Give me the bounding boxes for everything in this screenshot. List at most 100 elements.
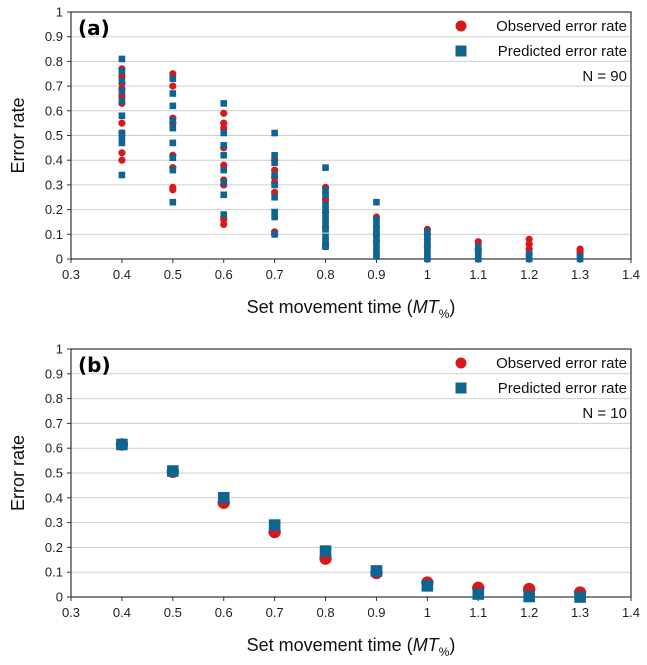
x-tick-label: 1.3 xyxy=(571,605,589,620)
panel-label: (a) xyxy=(78,16,110,40)
x-tick-label: 0.7 xyxy=(266,267,284,282)
legend-marker-square xyxy=(455,382,467,394)
legend-marker-square xyxy=(455,45,467,57)
predicted-point xyxy=(424,255,431,263)
x-tick-label: 0.7 xyxy=(266,605,284,620)
predicted-point xyxy=(373,235,380,243)
predicted-point xyxy=(118,112,126,120)
predicted-point xyxy=(319,545,332,557)
legend-label: Observed error rate xyxy=(496,355,627,372)
y-axis-label: Error rate xyxy=(8,97,28,173)
predicted-point xyxy=(167,465,179,477)
predicted-point xyxy=(322,221,329,228)
y-tick-label: 0.2 xyxy=(45,540,63,555)
predicted-point xyxy=(322,186,329,194)
predicted-point xyxy=(118,67,126,75)
observed-point xyxy=(118,156,126,164)
x-tick-label: 0.4 xyxy=(113,605,131,620)
predicted-point xyxy=(169,90,177,97)
predicted-point xyxy=(169,117,177,124)
predicted-point xyxy=(220,191,228,199)
observed-point xyxy=(220,109,228,117)
predicted-point xyxy=(169,124,177,132)
predicted-point xyxy=(220,100,228,107)
legend-label: Observed error rate xyxy=(496,18,627,35)
legend: Observed error rate Predicted error rate N… xyxy=(455,355,627,422)
panel-label: (b) xyxy=(78,353,111,377)
x-tick-label: 1.2 xyxy=(520,267,538,282)
series-observed xyxy=(115,438,587,599)
predicted-point xyxy=(373,240,380,248)
series-predicted xyxy=(116,438,586,603)
y-tick-label: 0.4 xyxy=(45,490,63,505)
y-tick-label: 1 xyxy=(56,5,63,20)
predicted-point xyxy=(421,580,434,592)
x-tick-label: 0.3 xyxy=(62,605,80,620)
predicted-point xyxy=(424,238,431,246)
observed-point xyxy=(118,149,126,157)
predicted-point xyxy=(271,213,278,221)
x-tick-label: 0.4 xyxy=(113,267,131,282)
plot-frame xyxy=(70,11,632,260)
predicted-point xyxy=(474,248,482,255)
x-axis-label-symbol: MT xyxy=(413,297,441,317)
predicted-point xyxy=(169,166,177,174)
sample-size-annotation: N = 10 xyxy=(582,405,627,422)
x-axis-label: Set movement time (MT%) xyxy=(247,635,456,659)
x-axis-label-symbol: MT xyxy=(413,635,441,655)
x-tick-label: 1.4 xyxy=(622,605,640,620)
predicted-point xyxy=(118,134,126,142)
predicted-point xyxy=(322,164,329,171)
y-tick-label: 0.1 xyxy=(45,565,63,580)
predicted-point xyxy=(220,151,228,159)
predicted-point xyxy=(268,519,281,531)
legend-label: Predicted error rate xyxy=(498,43,627,60)
y-axis-label: Error rate xyxy=(8,435,28,511)
predicted-point xyxy=(116,438,128,451)
x-tick-label: 0.6 xyxy=(215,605,233,620)
y-tick-label: 0.8 xyxy=(45,391,63,406)
y-tick-label: 0.2 xyxy=(45,202,63,217)
predicted-point xyxy=(373,198,380,206)
predicted-point xyxy=(424,233,431,241)
predicted-point xyxy=(217,492,230,504)
x-tick-label: 0.6 xyxy=(215,267,233,282)
predicted-point xyxy=(322,233,329,241)
legend-label: Predicted error rate xyxy=(498,380,627,397)
series-observed xyxy=(118,65,584,258)
predicted-point xyxy=(373,226,380,233)
predicted-point xyxy=(373,216,380,223)
predicted-point xyxy=(271,231,278,238)
x-tick-label: 1 xyxy=(424,605,431,620)
observed-point xyxy=(169,186,177,194)
x-axis-label-suffix: ) xyxy=(449,635,455,655)
predicted-point xyxy=(118,77,126,85)
predicted-point xyxy=(373,253,380,260)
y-tick-label: 0.6 xyxy=(45,103,63,118)
predicted-point xyxy=(118,139,126,147)
predicted-point xyxy=(271,129,278,137)
predicted-point xyxy=(322,238,329,246)
series-predicted xyxy=(118,55,584,263)
predicted-point xyxy=(373,231,380,238)
chart-panel-b: 0 0.1 0.2 0.3 0.4 0.5 0.6 0.7 0.8 0.9 1 0.3 0.4 0.5 0.… xyxy=(8,342,640,660)
predicted-point xyxy=(322,226,329,233)
y-tick-label: 0.5 xyxy=(45,128,63,143)
predicted-point xyxy=(118,55,126,63)
x-axis-label: Set movement time (MT%) xyxy=(247,297,456,321)
predicted-point xyxy=(220,129,228,137)
x-tick-label: 0.8 xyxy=(317,605,335,620)
predicted-point xyxy=(322,211,329,218)
x-tick-label: 0.3 xyxy=(62,267,80,282)
predicted-point xyxy=(322,206,329,213)
x-tick-label: 0.5 xyxy=(164,605,182,620)
predicted-point xyxy=(220,166,228,174)
predicted-point xyxy=(220,211,228,218)
predicted-point xyxy=(474,243,482,250)
predicted-point xyxy=(118,129,126,137)
y-tick-label: 0.8 xyxy=(45,54,63,69)
predicted-point xyxy=(424,243,431,250)
predicted-point xyxy=(373,221,380,228)
predicted-point xyxy=(525,255,533,263)
